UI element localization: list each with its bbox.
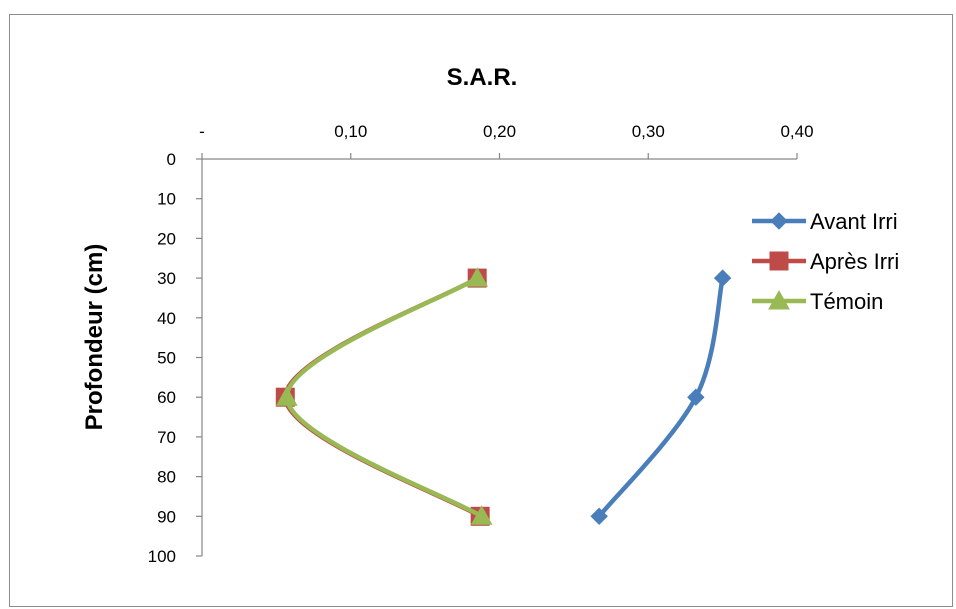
series-group bbox=[275, 267, 732, 526]
y-tick-label: 20 bbox=[157, 229, 176, 248]
y-tick-label: 10 bbox=[157, 190, 176, 209]
legend-label: Témoin bbox=[810, 289, 883, 314]
x-tick-label: 0,30 bbox=[632, 122, 665, 141]
axes: - 0,10 0,20 0,30 0,40 0 10 20 30 40 50 60 70 80 90 100 bbox=[148, 122, 814, 566]
x-tick-label: 0,20 bbox=[483, 122, 516, 141]
legend: Avant Irri Après Irri Témoin bbox=[752, 209, 899, 314]
legend-marker bbox=[768, 289, 790, 310]
series-line bbox=[284, 275, 484, 519]
y-axis-label: Profondeur (cm) bbox=[81, 244, 108, 431]
data-point bbox=[713, 269, 732, 287]
y-tick-label: 30 bbox=[157, 269, 176, 288]
y-tick-label: 80 bbox=[157, 468, 176, 487]
chart-title: S.A.R. bbox=[447, 64, 518, 91]
y-tick-label: 60 bbox=[157, 388, 176, 407]
series-2 bbox=[275, 267, 493, 525]
series-0 bbox=[590, 269, 732, 526]
y-tick-label: 100 bbox=[148, 547, 176, 566]
legend-label: Avant Irri bbox=[810, 209, 898, 234]
y-tick-label: 0 bbox=[167, 150, 176, 169]
data-point bbox=[470, 505, 493, 525]
y-tick-label: 50 bbox=[157, 349, 176, 368]
x-tick-label: - bbox=[199, 122, 205, 141]
y-tick-label: 40 bbox=[157, 309, 176, 328]
legend-item: Témoin bbox=[752, 289, 883, 314]
y-tick-label: 70 bbox=[157, 428, 176, 447]
series-1 bbox=[275, 268, 490, 526]
legend-item: Avant Irri bbox=[752, 209, 898, 234]
x-tick-label: 0,10 bbox=[334, 122, 367, 141]
legend-item: Après Irri bbox=[752, 249, 899, 274]
legend-marker bbox=[770, 212, 788, 230]
legend-label: Après Irri bbox=[810, 249, 899, 274]
y-tick-label: 90 bbox=[157, 507, 176, 526]
legend-marker bbox=[769, 251, 789, 271]
x-tick-label: 0,40 bbox=[780, 122, 813, 141]
data-point bbox=[466, 267, 489, 287]
data-point bbox=[687, 388, 705, 406]
data-point bbox=[275, 386, 298, 406]
series-line bbox=[283, 275, 483, 519]
data-point bbox=[590, 507, 608, 526]
